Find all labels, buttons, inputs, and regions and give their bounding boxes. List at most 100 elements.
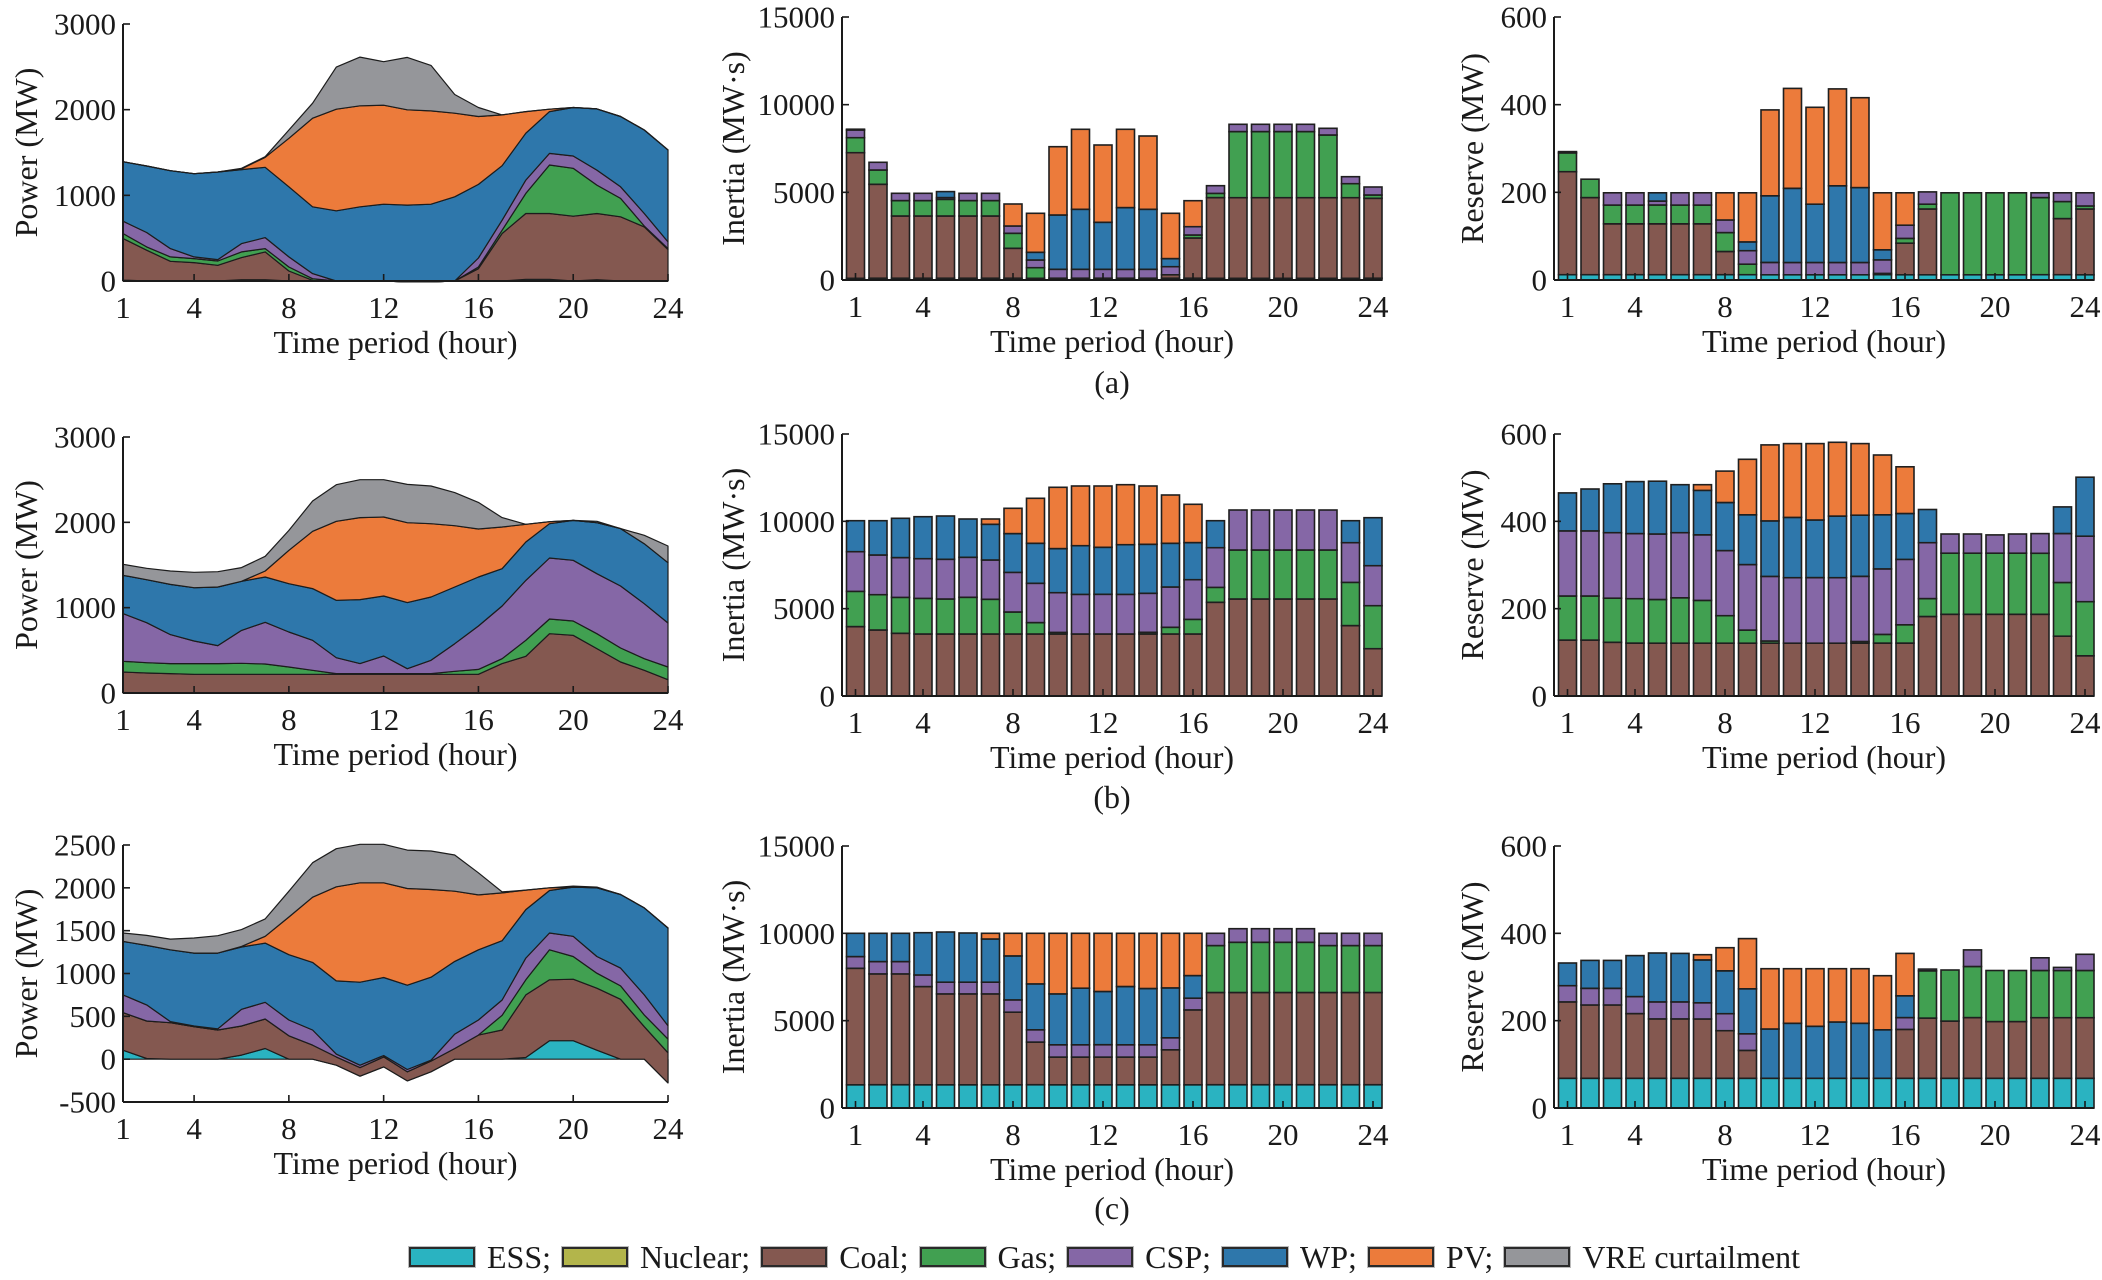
- bar-segment-coal: [1273, 991, 1293, 1086]
- bar-segment-csp: [1228, 509, 1248, 551]
- bar-hour-16: [1183, 932, 1203, 1109]
- bar-segment-csp: [1048, 268, 1068, 279]
- bar-segment-wp: [1003, 532, 1023, 574]
- bar-hour-15: [1872, 974, 1893, 1109]
- x-tick-label: 8: [1005, 705, 1021, 740]
- y-tick-label: 5000: [773, 591, 835, 626]
- bar-segment-pv: [1183, 932, 1203, 977]
- bar-segment-gas: [868, 169, 888, 186]
- bar-segment-csp: [1093, 1044, 1113, 1058]
- bar-segment-gas: [1692, 599, 1713, 645]
- y-tick-label: 600: [1501, 829, 1548, 864]
- bar-segment-wp: [1003, 955, 1023, 1001]
- bar-segment-pv: [980, 932, 1001, 940]
- bar-segment-coal: [2075, 208, 2095, 276]
- bar-hour-20: [1273, 927, 1293, 1109]
- bar-segment-pv: [1850, 96, 1870, 189]
- bar-segment-coal: [1850, 642, 1870, 697]
- plot-marks: [845, 483, 1383, 697]
- bar-segment-pv: [1138, 485, 1158, 546]
- bar-hour-6: [1670, 192, 1690, 281]
- bar-segment-coal: [980, 633, 1001, 697]
- x-tick-label: 20: [1268, 705, 1299, 740]
- bar-segment-csp: [890, 192, 911, 202]
- bar-hour-14: [1850, 96, 1870, 281]
- bar-hour-14: [1138, 485, 1158, 697]
- bar-segment-csp: [1917, 191, 1938, 205]
- bar-segment-csp: [935, 981, 956, 995]
- subplot-c-power: -500 0 500 1000 1500 2000 2500 1 4 8 12 16 20 24 Time …: [8, 828, 684, 1182]
- bar-hour-21: [2007, 192, 2028, 281]
- bar-segment-coal: [1115, 633, 1136, 697]
- x-tick-label: 24: [1358, 1117, 1390, 1152]
- bar-segment-csp: [1670, 192, 1690, 206]
- bar-segment-csp: [1985, 534, 2005, 555]
- bar-segment-csp: [1273, 123, 1293, 133]
- bar-segment-csp: [1318, 932, 1338, 947]
- bar-segment-csp: [1025, 259, 1046, 269]
- legend-item-coal: Coal;: [761, 1237, 909, 1277]
- bar-hour-7: [1692, 953, 1713, 1109]
- bar-hour-12: [1093, 144, 1113, 281]
- bar-segment-coal: [1737, 1049, 1758, 1080]
- bar-segment-pv: [1737, 192, 1758, 243]
- bar-segment-gas: [1025, 266, 1046, 280]
- bar-segment-csp: [1647, 1001, 1668, 1020]
- bar-segment-wp: [845, 932, 866, 958]
- bar-segment-ess: [1115, 1084, 1136, 1109]
- bar-segment-coal: [1183, 633, 1203, 697]
- area-vre-curtailment: [122, 843, 669, 954]
- bar-segment-pv: [1850, 967, 1870, 1025]
- bar-hour-2: [868, 519, 888, 697]
- bar-segment-gas: [1715, 231, 1735, 253]
- bar-segment-csp: [1895, 1016, 1915, 1031]
- bar-segment-pv: [1160, 932, 1181, 989]
- bar-hour-5: [935, 190, 956, 281]
- bar-segment-pv: [1760, 967, 1780, 1030]
- bar-segment-pv: [1070, 485, 1091, 547]
- bar-segment-ess: [980, 1084, 1001, 1109]
- plot-marks: [1557, 87, 2095, 281]
- bar-hour-24: [2075, 953, 2095, 1109]
- bar-segment-csp: [1025, 1029, 1046, 1043]
- bar-segment-pv: [1093, 932, 1113, 993]
- bar-segment-csp: [1760, 261, 1780, 276]
- bar-hour-13: [1115, 483, 1136, 697]
- bar-segment-gas: [1250, 549, 1271, 600]
- bar-segment-coal: [1228, 991, 1248, 1086]
- bar-segment-gas: [1692, 204, 1713, 225]
- bar-segment-coal: [1580, 1004, 1600, 1080]
- bar-segment-csp: [2030, 956, 2050, 972]
- x-tick-label: 16: [463, 1111, 494, 1146]
- x-tick-label: 20: [1268, 289, 1299, 324]
- x-tick-label: 20: [1268, 1117, 1299, 1152]
- bar-segment-coal: [1228, 598, 1248, 697]
- bar-hour-6: [958, 192, 978, 281]
- x-tick-label: 16: [463, 702, 494, 737]
- bar-segment-coal: [1093, 633, 1113, 697]
- bar-segment-wp: [1093, 546, 1113, 596]
- bar-hour-5: [935, 931, 956, 1109]
- bar-segment-pv: [1183, 199, 1203, 228]
- bar-segment-coal: [845, 151, 866, 280]
- plot-marks: [122, 56, 669, 283]
- bar-hour-2: [1580, 488, 1600, 697]
- bar-segment-wp: [958, 518, 978, 559]
- bar-segment-gas: [1985, 552, 2005, 616]
- bar-segment-gas: [1647, 204, 1668, 225]
- bar-hour-12: [1093, 932, 1113, 1109]
- bar-segment-csp: [935, 558, 956, 600]
- bar-segment-csp: [1805, 576, 1825, 645]
- x-tick-label: 8: [281, 290, 297, 325]
- bar-segment-csp: [1895, 558, 1915, 626]
- bar-segment-csp: [1138, 268, 1158, 279]
- bar-segment-pv: [1003, 932, 1023, 957]
- bar-segment-pv: [1025, 497, 1046, 545]
- bar-segment-gas: [1940, 552, 1960, 616]
- x-tick-label: 24: [1358, 289, 1390, 324]
- bar-segment-gas: [1318, 134, 1338, 199]
- bar-segment-gas: [1295, 941, 1316, 994]
- bar-segment-wp: [1625, 480, 1645, 535]
- bar-segment-csp: [1183, 225, 1203, 236]
